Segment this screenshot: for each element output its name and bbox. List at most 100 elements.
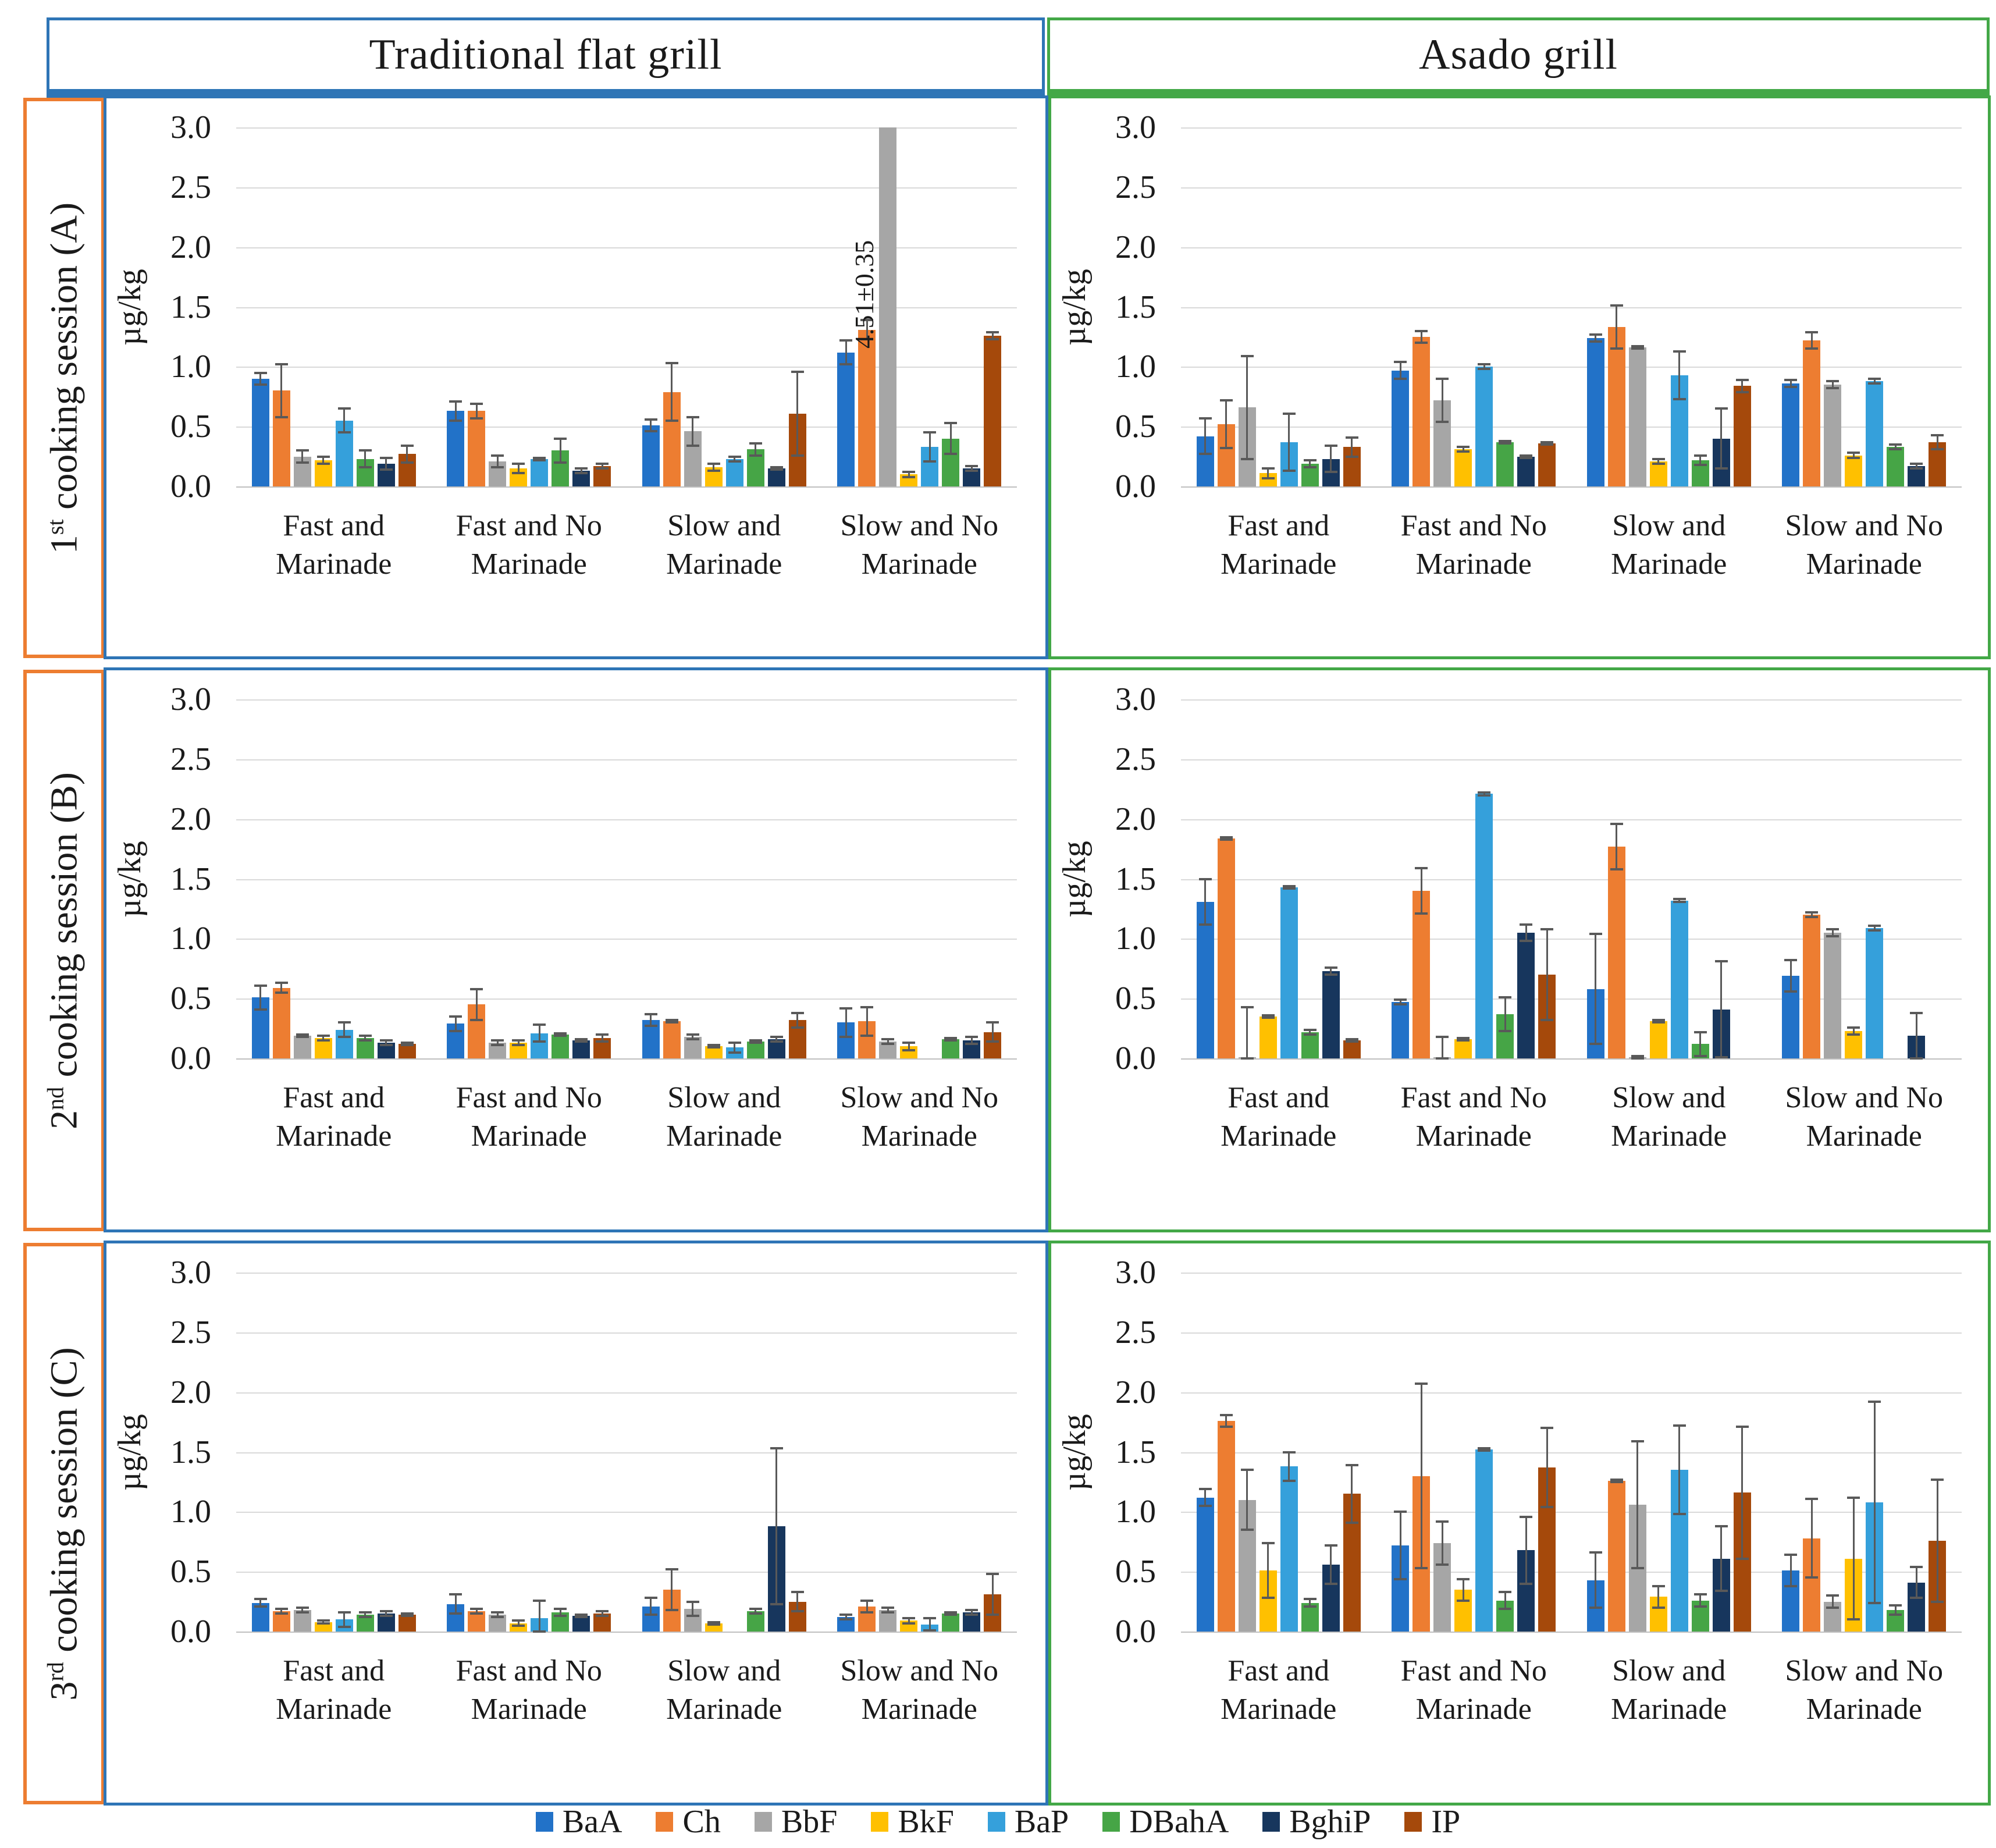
error-bar-line [949, 1038, 952, 1041]
error-bar-cap-top [254, 984, 267, 987]
error-bar-cap-bottom [1478, 1449, 1491, 1452]
error-bar-line [1595, 934, 1597, 1044]
error-bar-line [1873, 1402, 1876, 1603]
bar-BkF [1259, 473, 1277, 486]
error-bar-cap-bottom [400, 1044, 414, 1047]
error-bar-cap-bottom [1415, 1566, 1428, 1569]
row-label-text: 2nd cooking session (B) [42, 772, 86, 1129]
error-bar-cap-top [902, 1617, 916, 1620]
error-bar-cap-top [860, 1005, 874, 1008]
error-bar-line [671, 1569, 673, 1610]
gridline [1181, 187, 1962, 189]
error-bar-cap-bottom [1436, 420, 1449, 423]
error-bar-line [775, 1036, 778, 1042]
error-bar-cap-bottom [400, 461, 414, 464]
error-bar-cap-top [491, 1039, 504, 1042]
error-bar-cap-top [1303, 1028, 1317, 1031]
error-bar-line [1441, 1036, 1443, 1058]
error-bar-cap-bottom [944, 1039, 958, 1042]
error-bar-cap-bottom [554, 1034, 567, 1037]
error-bar-cap-bottom [533, 459, 546, 461]
error-bar-line [713, 463, 715, 471]
error-bar-line [517, 1040, 520, 1046]
error-bar-cap-top [1499, 439, 1512, 442]
error-bar-line [475, 1608, 478, 1614]
error-bar-cap-top [1394, 1511, 1407, 1513]
error-bar-line [1225, 837, 1228, 840]
x-category-label-line: Slow and No [840, 1654, 999, 1687]
error-bar-cap-top [644, 1012, 657, 1015]
error-bar-cap-top [902, 1042, 916, 1044]
error-bar-cap-bottom [400, 1615, 414, 1618]
error-bar-line [1616, 823, 1618, 870]
column-header-label: Asado grill [1419, 30, 1618, 79]
legend-item-BaP: BaP [987, 1803, 1069, 1840]
error-bar-cap-bottom [491, 1044, 504, 1047]
gridline [236, 939, 1017, 940]
error-bar-cap-bottom [1673, 397, 1686, 400]
y-axis-tick-label: 3.0 [170, 1254, 211, 1291]
error-bar-cap-top [770, 1035, 783, 1038]
x-category-label-line: Marinade [666, 1120, 782, 1153]
bar-BaP [531, 459, 549, 486]
error-bar-cap-bottom [1714, 1056, 1728, 1058]
error-bar-line [1915, 1012, 1917, 1058]
error-bar-cap-top [1868, 377, 1881, 380]
error-bar-cap-top [1784, 1554, 1798, 1556]
error-bar-cap-top [358, 1034, 372, 1037]
error-bar-cap-top [902, 471, 916, 474]
bar-DBahA [746, 1042, 764, 1058]
error-bar-line [1678, 899, 1681, 902]
error-bar-line [364, 450, 367, 468]
error-bar-cap-bottom [358, 1616, 372, 1619]
bar-BaA [837, 352, 855, 486]
error-bar-cap-top [1261, 1541, 1275, 1544]
y-axis-tick-label: 1.5 [1115, 861, 1156, 897]
bar-BkF [1649, 461, 1667, 486]
error-bar-cap-top [860, 1599, 874, 1602]
error-bar-cap-bottom [554, 461, 567, 464]
legend-label: Ch [682, 1804, 721, 1840]
error-bar-line [713, 1045, 715, 1048]
error-bar-cap-top [296, 1033, 309, 1036]
error-bar-cap-top [275, 982, 288, 985]
legend-swatch-BbF [754, 1812, 772, 1832]
error-bar-line [692, 1601, 694, 1616]
x-category-label: Slow and No Marinade [1785, 1652, 1943, 1729]
bar-BghiP [572, 1616, 590, 1632]
error-bar-cap-bottom [254, 383, 267, 386]
x-category-label: Fast and Marinade [276, 1079, 392, 1156]
gridline [1181, 307, 1962, 308]
y-axis-tick-label: 0.5 [1115, 408, 1156, 445]
error-bar-line [692, 417, 694, 446]
y-axis-tick-label: 2.5 [1115, 1314, 1156, 1351]
x-category-label-line: Marinade [861, 1693, 977, 1726]
gridline [236, 1058, 1017, 1060]
error-bar-cap-bottom [728, 1051, 741, 1054]
error-bar-line [280, 983, 283, 993]
error-bar-cap-bottom [728, 460, 741, 463]
error-bar-line [1852, 1497, 1855, 1620]
error-bar-line [406, 446, 408, 463]
error-bar-cap-bottom [1610, 868, 1623, 871]
error-bar-cap-top [1520, 1515, 1533, 1518]
error-bar-line [970, 1036, 973, 1044]
error-bar-line [1810, 332, 1813, 349]
legend-label: BaA [562, 1804, 622, 1840]
error-bar-cap-top [1693, 454, 1707, 457]
error-bar-line [908, 472, 910, 477]
x-category-label-line: Slow and [1612, 509, 1726, 542]
error-bar-line [671, 1020, 673, 1023]
error-bar-cap-top [860, 319, 874, 322]
error-bar-line [301, 450, 304, 463]
bar-DBahA [552, 1034, 570, 1058]
error-bar-line [259, 372, 262, 385]
error-bar-cap-top [1589, 1551, 1602, 1554]
y-axis-tick-label: 0.5 [170, 980, 211, 1017]
error-bar-cap-top [596, 1033, 609, 1036]
error-bar-line [454, 401, 457, 421]
error-bar-line [734, 1043, 736, 1053]
error-bar-line [1525, 924, 1527, 941]
x-category-label: Slow and No Marinade [840, 1652, 998, 1729]
x-category-label-line: Fast and [1228, 1654, 1330, 1687]
